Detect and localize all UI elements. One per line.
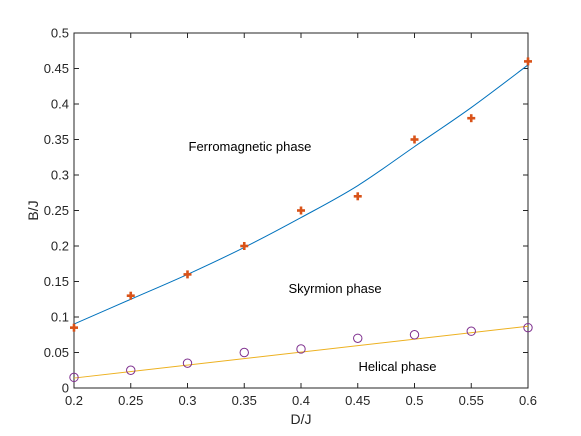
y-tick-label: 0.15 bbox=[44, 274, 69, 289]
y-tick-label: 0 bbox=[62, 381, 69, 396]
axes: 0.2 0.25 0.3 0.35 0.4 0.45 0.5 0.55 0.6 0 0.05 0.1 0… bbox=[44, 26, 537, 409]
y-tick-label: 0.1 bbox=[51, 310, 69, 325]
annotations: Ferromagnetic phase Skyrmion phase Helical… bbox=[189, 139, 437, 374]
x-tick-label: 0.4 bbox=[292, 393, 310, 408]
annotation-label: Ferromagnetic phase bbox=[189, 139, 312, 154]
data-point-plus bbox=[410, 135, 419, 144]
data-point-plus bbox=[353, 192, 362, 201]
data-point-plus bbox=[467, 114, 476, 123]
x-tick-label: 0.45 bbox=[345, 393, 370, 408]
y-tick-label: 0.5 bbox=[51, 26, 69, 41]
x-tick-label: 0.2 bbox=[65, 393, 83, 408]
data-point-circle bbox=[409, 330, 420, 340]
y-tick-label: 0.2 bbox=[51, 239, 69, 254]
y-tick-label: 0.05 bbox=[44, 345, 69, 360]
x-tick-label: 0.5 bbox=[405, 393, 423, 408]
x-axis-label: D/J bbox=[291, 411, 312, 427]
data-point-plus bbox=[70, 323, 78, 332]
x-tick-label: 0.6 bbox=[519, 393, 537, 408]
y-tick-label: 0.4 bbox=[51, 97, 69, 112]
data-point-plus bbox=[183, 270, 192, 279]
data-point-circle bbox=[523, 322, 533, 333]
data-point-circle bbox=[353, 333, 363, 343]
data-point-circle bbox=[239, 347, 249, 358]
data-point-plus bbox=[240, 242, 249, 250]
data-point-circle bbox=[126, 365, 136, 375]
series-layer bbox=[69, 57, 533, 383]
y-tick-label: 0.25 bbox=[44, 203, 69, 218]
data-point-circle bbox=[69, 372, 79, 383]
data-point-circle bbox=[466, 326, 476, 336]
data-point-plus bbox=[524, 57, 532, 66]
series-line bbox=[73, 325, 529, 379]
annotation-label: Skyrmion phase bbox=[288, 281, 381, 296]
y-tick-label: 0.35 bbox=[44, 132, 69, 147]
x-tick-label: 0.3 bbox=[178, 393, 196, 408]
data-point-plus bbox=[297, 206, 305, 215]
series-line bbox=[73, 64, 529, 325]
x-tick-label: 0.35 bbox=[232, 393, 257, 408]
data-point-circle bbox=[182, 358, 193, 368]
data-point-circle bbox=[296, 344, 306, 354]
y-tick-label: 0.45 bbox=[44, 61, 69, 76]
data-point-plus bbox=[126, 291, 135, 300]
annotation-label: Helical phase bbox=[358, 359, 436, 374]
x-tick-label: 0.25 bbox=[118, 393, 143, 408]
y-tick-label: 0.3 bbox=[51, 168, 69, 183]
y-axis-label: B/J bbox=[25, 200, 41, 220]
x-tick-label: 0.55 bbox=[459, 393, 484, 408]
